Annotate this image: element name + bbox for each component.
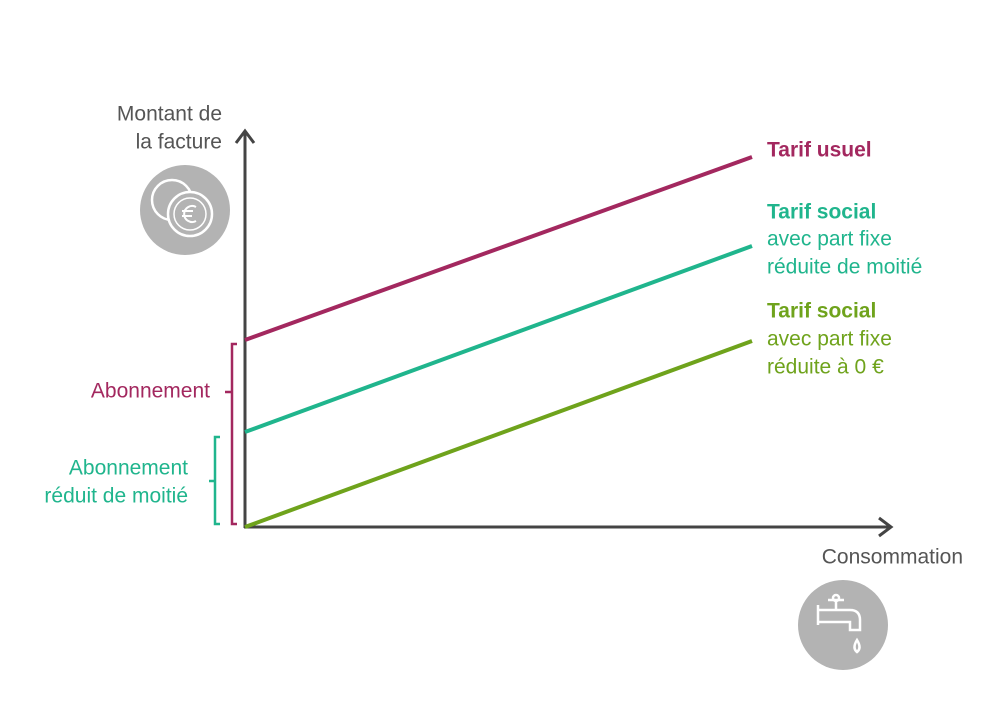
line-social-zero (244, 339, 753, 529)
bracket-subscription (225, 342, 237, 526)
line-detail: réduite de moitié (767, 256, 922, 279)
bracket-label: réduit de moitié (44, 485, 188, 508)
axes (234, 128, 894, 538)
line-detail: avec part fixe (767, 228, 892, 251)
line-title: Tarif social (767, 201, 876, 224)
line-detail: réduite à 0 € (767, 356, 884, 379)
line-detail: avec part fixe (767, 328, 892, 351)
y-axis-label: Montant de (117, 103, 222, 126)
line-usual (244, 155, 753, 342)
bracket-reduced (209, 435, 220, 526)
tap-icon (798, 580, 888, 670)
bracket-label: Abonnement (91, 380, 210, 403)
line-title: Tarif social (767, 300, 876, 323)
bracket-label: Abonnement (69, 457, 188, 480)
coin-icon (140, 165, 230, 255)
y-axis-label: la facture (136, 131, 222, 154)
line-social-half (244, 244, 753, 434)
x-axis-label: Consommation (822, 546, 963, 569)
line-title: Tarif usuel (767, 139, 872, 162)
